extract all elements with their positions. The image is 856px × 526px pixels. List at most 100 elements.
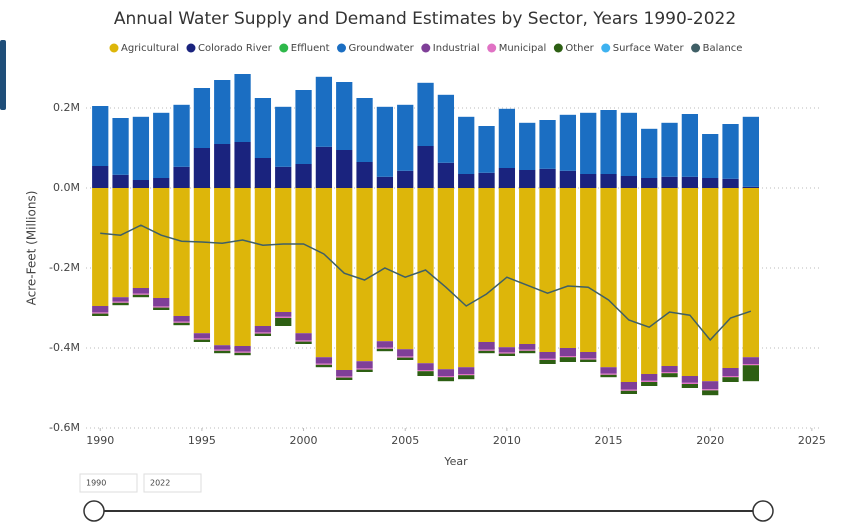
bar — [620, 390, 638, 394]
legend-marker — [601, 43, 611, 53]
bar — [132, 293, 150, 295]
legend-marker — [109, 43, 119, 53]
bar — [234, 351, 251, 353]
legend-label: Industrial — [433, 43, 480, 54]
bar — [641, 382, 658, 386]
bar — [92, 312, 109, 314]
bar — [681, 384, 699, 388]
side-tab — [0, 40, 6, 110]
bar — [193, 339, 211, 342]
bar — [478, 342, 495, 350]
bar — [742, 365, 760, 382]
legend-label: Agricultural — [121, 43, 179, 54]
bar — [661, 176, 678, 188]
bar — [275, 166, 292, 188]
bar — [539, 168, 556, 188]
bar — [580, 112, 597, 174]
bar — [214, 144, 231, 188]
bar — [376, 106, 394, 177]
bar — [600, 110, 617, 174]
bar — [376, 348, 394, 352]
bar — [234, 346, 251, 352]
x-tick-label: 2000 — [290, 434, 318, 447]
bar — [478, 188, 495, 342]
bar — [132, 288, 150, 294]
bar — [681, 382, 699, 384]
legend-label: Municipal — [499, 43, 547, 54]
bar — [681, 188, 699, 376]
bar — [214, 350, 231, 354]
bar — [173, 316, 190, 322]
legend-marker — [553, 43, 563, 53]
bar — [356, 368, 373, 370]
y-tick-label: -0.4M — [49, 341, 80, 354]
bar — [580, 352, 597, 359]
bar — [600, 374, 617, 378]
bar — [112, 174, 129, 188]
bar — [478, 350, 495, 354]
bar — [620, 382, 638, 390]
slicer-to[interactable]: 2022 — [150, 479, 170, 488]
slicer-from-box[interactable] — [79, 473, 138, 493]
x-tick-label: 1995 — [188, 434, 216, 447]
slicer-to-box[interactable] — [143, 473, 202, 493]
bar — [295, 90, 312, 164]
bar — [702, 390, 719, 396]
slicer-from[interactable]: 1990 — [86, 479, 106, 488]
bar — [458, 174, 475, 188]
slider-handle[interactable] — [752, 500, 774, 522]
legend-label: Surface Water — [613, 43, 685, 54]
bar — [417, 82, 434, 146]
bar — [600, 174, 617, 188]
bar — [153, 307, 170, 310]
bar — [559, 348, 577, 356]
bar — [356, 162, 373, 188]
bar — [519, 170, 536, 188]
bar — [173, 166, 190, 188]
bar — [336, 370, 353, 377]
bar — [315, 357, 333, 364]
legend-label: Effluent — [291, 43, 330, 54]
bar — [702, 389, 719, 391]
y-tick-label: 0.2M — [53, 101, 80, 114]
bar — [580, 358, 597, 360]
legend-marker — [186, 43, 196, 53]
bar — [132, 116, 150, 180]
bar — [254, 158, 272, 188]
bar — [437, 94, 455, 163]
bar — [519, 349, 536, 351]
bar — [681, 114, 699, 177]
bar — [336, 188, 353, 370]
bar — [92, 188, 109, 306]
bar — [539, 360, 556, 364]
bar — [702, 134, 719, 178]
bar — [173, 322, 190, 326]
bar — [478, 126, 495, 173]
bar — [112, 297, 129, 302]
bar — [641, 380, 658, 382]
bar — [742, 188, 760, 358]
legend-marker — [421, 43, 431, 53]
bar — [437, 188, 455, 370]
bar — [600, 367, 617, 374]
bar — [620, 188, 638, 382]
bar — [641, 374, 658, 381]
bar — [498, 352, 516, 354]
bar — [722, 178, 739, 188]
bar — [458, 367, 475, 374]
bar — [417, 371, 434, 376]
bar — [620, 389, 638, 391]
bar — [295, 164, 312, 188]
bar — [356, 188, 373, 362]
bar — [641, 178, 658, 188]
bar — [295, 188, 312, 334]
bar — [234, 74, 251, 142]
slider-handle[interactable] — [83, 500, 105, 522]
bar — [397, 357, 414, 360]
y-tick-label: -0.6M — [49, 421, 80, 434]
bar — [458, 375, 475, 380]
bar — [519, 344, 536, 350]
bar — [722, 124, 739, 179]
y-tick-label: -0.2M — [49, 261, 80, 274]
bar — [295, 333, 312, 341]
